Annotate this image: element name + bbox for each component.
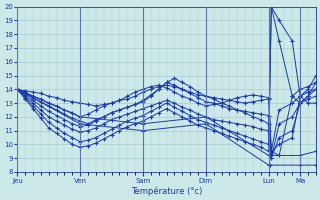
X-axis label: Température (°c): Température (°c) xyxy=(131,186,202,196)
